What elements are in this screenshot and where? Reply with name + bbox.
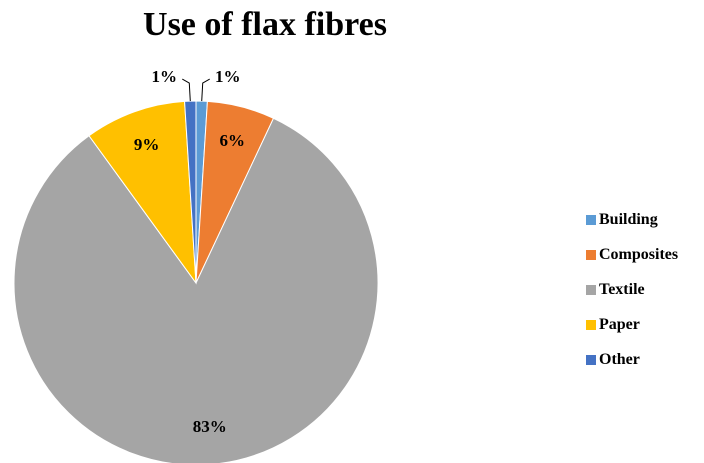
legend-swatch: [586, 214, 596, 225]
chart-title: Use of flax fibres: [143, 6, 387, 43]
legend-label: Composites: [599, 245, 679, 263]
data-label-composites: 6%: [219, 131, 245, 150]
pie-slice-paper: [88, 100, 197, 285]
data-label-other: 1%: [152, 67, 178, 86]
legend-swatch: [586, 354, 596, 365]
legend-item-paper: Paper: [586, 307, 678, 342]
legend-item-textile: Textile: [586, 272, 678, 307]
legend-swatch: [586, 249, 596, 260]
legend-label: Building: [599, 210, 658, 228]
legend: Building Composites Textile Paper Other: [586, 202, 678, 377]
legend-swatch: [586, 284, 596, 295]
data-label-paper: 9%: [134, 135, 160, 154]
legend-item-other: Other: [586, 342, 678, 377]
legend-item-composites: Composites: [586, 237, 678, 272]
legend-label: Paper: [599, 315, 640, 333]
data-label-textile: 83%: [193, 417, 227, 436]
legend-item-building: Building: [586, 202, 678, 237]
legend-label: Textile: [599, 280, 645, 298]
legend-swatch: [586, 319, 596, 330]
data-label-building: 1%: [215, 67, 241, 86]
leader-line-building: [201, 78, 210, 102]
legend-label: Other: [599, 350, 640, 368]
pie-slice-textile: [13, 117, 379, 463]
leader-line-other: [182, 78, 191, 102]
